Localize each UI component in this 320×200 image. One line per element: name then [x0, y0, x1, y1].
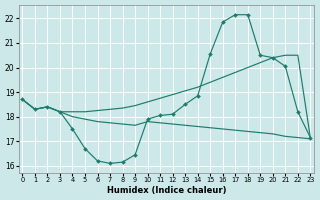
X-axis label: Humidex (Indice chaleur): Humidex (Indice chaleur): [107, 186, 226, 195]
